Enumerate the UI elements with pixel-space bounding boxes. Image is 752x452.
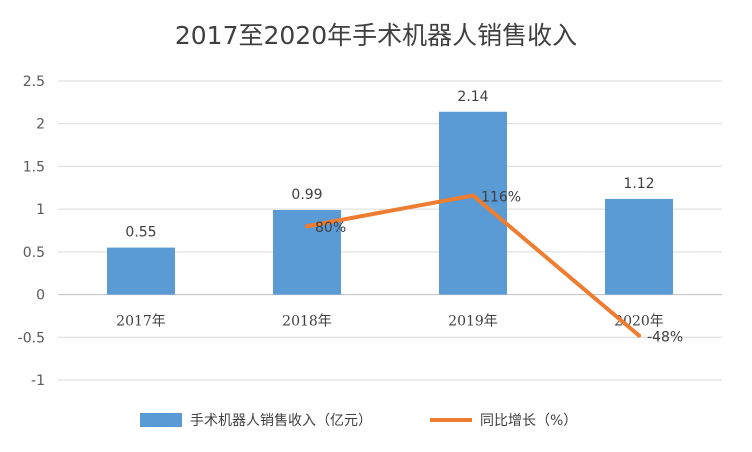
chart-title: 2017至2020年手术机器人销售收入: [174, 21, 578, 50]
y-tick-label: -1: [31, 373, 45, 389]
line-data-label: 116%: [481, 189, 521, 205]
y-tick-label: 0.5: [23, 245, 45, 261]
y-tick-label: 0: [36, 288, 45, 304]
bar-data-label: 0.99: [291, 187, 322, 203]
legend-bar-swatch: [140, 413, 182, 427]
bar: [439, 111, 507, 295]
bar-data-label: 0.55: [125, 225, 156, 241]
x-category-label: 2018年: [282, 314, 332, 330]
line-point: [471, 193, 475, 198]
y-tick-label: 1: [36, 202, 45, 218]
legend-line-label: 同比增长（%）: [480, 413, 577, 429]
x-category-label: 2019年: [448, 314, 498, 330]
y-tick-label: 2: [36, 117, 45, 133]
x-category-label: 2017年: [116, 314, 166, 330]
y-tick-label: 1.5: [23, 159, 45, 175]
bar-data-label: 1.12: [623, 176, 654, 192]
bar: [605, 198, 673, 295]
line-point: [637, 333, 641, 338]
y-tick-label: -0.5: [18, 330, 45, 346]
line-point: [305, 224, 309, 229]
line-data-label: 80%: [315, 220, 346, 236]
bar: [107, 247, 175, 295]
y-tick-label: 2.5: [23, 74, 45, 90]
bar: [273, 209, 341, 295]
line-data-label: -48%: [647, 330, 683, 346]
bar-data-label: 2.14: [457, 89, 488, 105]
legend-bar-label: 手术机器人销售收入（亿元）: [190, 413, 372, 429]
